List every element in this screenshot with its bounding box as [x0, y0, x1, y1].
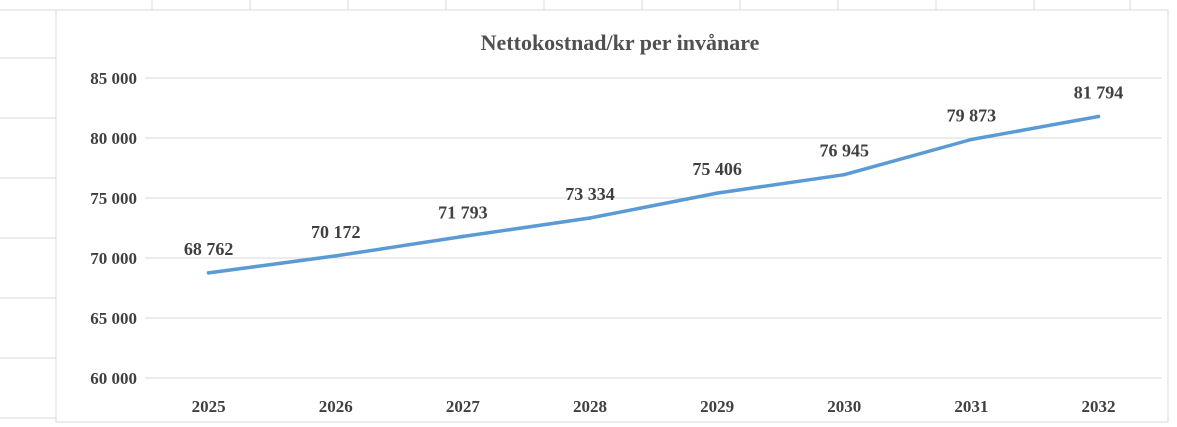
- series-line-group: [206, 114, 1101, 275]
- y-axis-tick-labels: 60 000 65 000 70 000 75 000 80 000 85 000: [90, 69, 137, 388]
- x-tick-label: 2028: [573, 397, 607, 416]
- data-labels: 68 762 70 172 71 793 73 334 75 406 76 945 79 8…: [184, 82, 1123, 258]
- data-label: 70 172: [311, 222, 361, 242]
- x-tick-label: 2025: [192, 397, 226, 416]
- data-point: [842, 172, 846, 177]
- x-tick-label: 2029: [700, 397, 734, 416]
- data-point: [1096, 114, 1101, 119]
- data-label: 81 794: [1074, 82, 1124, 102]
- chart-area: [55, 9, 1169, 423]
- data-label: 73 334: [565, 184, 615, 204]
- data-point: [206, 271, 211, 275]
- data-label: 76 945: [819, 141, 869, 161]
- y-tick-label: 60 000: [90, 369, 137, 388]
- x-tick-label: 2031: [954, 397, 988, 416]
- x-tick-label: 2030: [827, 397, 861, 416]
- x-tick-label: 2032: [1081, 397, 1115, 416]
- data-point: [715, 191, 719, 195]
- y-tick-label: 70 000: [90, 249, 137, 268]
- x-tick-label: 2027: [446, 397, 481, 416]
- series-line: [206, 114, 1101, 275]
- data-point: [461, 234, 465, 239]
- chart-title: Nettokostnad/kr per invånare: [481, 30, 760, 55]
- data-label: 71 793: [438, 202, 488, 222]
- data-label: 68 762: [184, 239, 234, 259]
- x-axis-tick-labels: 2025 2026 2027 2028 2029 2030 2031 2032: [192, 397, 1116, 416]
- y-tick-label: 65 000: [90, 309, 137, 328]
- x-tick-label: 2026: [319, 397, 353, 416]
- spreadsheet-background: [0, 0, 1131, 419]
- data-label: 75 406: [692, 159, 742, 179]
- y-tick-label: 80 000: [90, 129, 137, 148]
- y-tick-label: 75 000: [90, 189, 137, 208]
- data-point: [588, 216, 592, 220]
- data-label: 79 873: [947, 106, 997, 126]
- data-point: [969, 137, 974, 142]
- data-point: [333, 254, 338, 258]
- y-tick-label: 85 000: [90, 69, 137, 88]
